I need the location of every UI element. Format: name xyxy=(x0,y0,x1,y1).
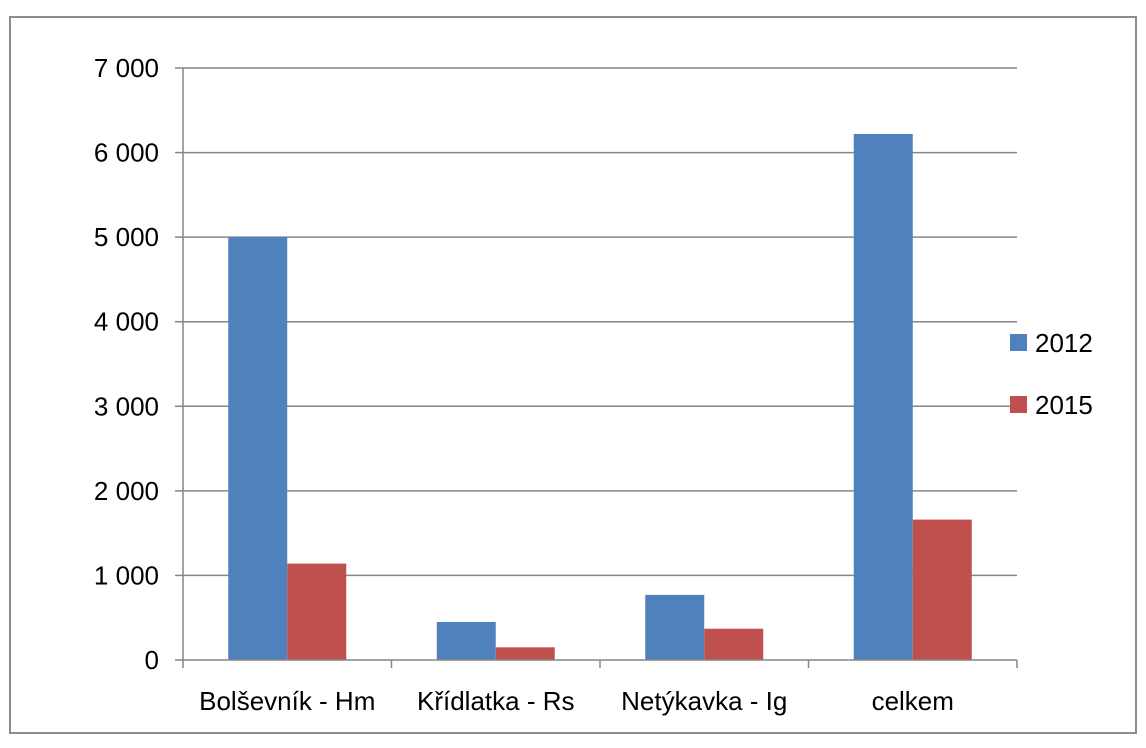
x-tick-label: Křídlatka - Rs xyxy=(417,686,575,716)
bars xyxy=(228,133,972,661)
y-tick-label: 0 xyxy=(145,645,159,675)
y-tick-label: 6 000 xyxy=(94,138,159,168)
bar-2015-1 xyxy=(287,563,347,660)
y-tick-label: 1 000 xyxy=(94,560,159,590)
y-tick-label: 4 000 xyxy=(94,307,159,337)
bar-2015-2 xyxy=(495,647,555,660)
x-tick-label: Netýkavka - Ig xyxy=(621,686,787,716)
x-tick-labels: Bolševník - Hm Křídlatka - Rs Netýkavka - … xyxy=(199,686,954,716)
bar-2012-3 xyxy=(645,594,705,660)
y-tick-label: 2 000 xyxy=(94,476,159,506)
legend-label-2015: 2015 xyxy=(1035,390,1093,420)
y-tick-label: 3 000 xyxy=(94,391,159,421)
axes xyxy=(175,67,1018,668)
bar-2012-2 xyxy=(436,621,496,660)
legend-swatch-2015 xyxy=(1010,396,1027,413)
bar-2015-4 xyxy=(912,519,972,660)
y-tick-labels: 0 1 000 2 000 3 000 4 000 5 000 6 000 7 000 xyxy=(94,53,159,675)
bar-2015-3 xyxy=(704,628,764,660)
y-tick-label: 5 000 xyxy=(94,222,159,252)
legend-swatch-2012 xyxy=(1010,334,1027,351)
bar-2012-4 xyxy=(853,133,913,661)
bar-2012-1 xyxy=(228,237,288,660)
legend-label-2012: 2012 xyxy=(1035,328,1093,358)
legend: 2012 2015 xyxy=(1010,328,1093,420)
y-tick-label: 7 000 xyxy=(94,53,159,83)
x-tick-label: celkem xyxy=(872,686,954,716)
x-tick-label: Bolševník - Hm xyxy=(199,686,375,716)
